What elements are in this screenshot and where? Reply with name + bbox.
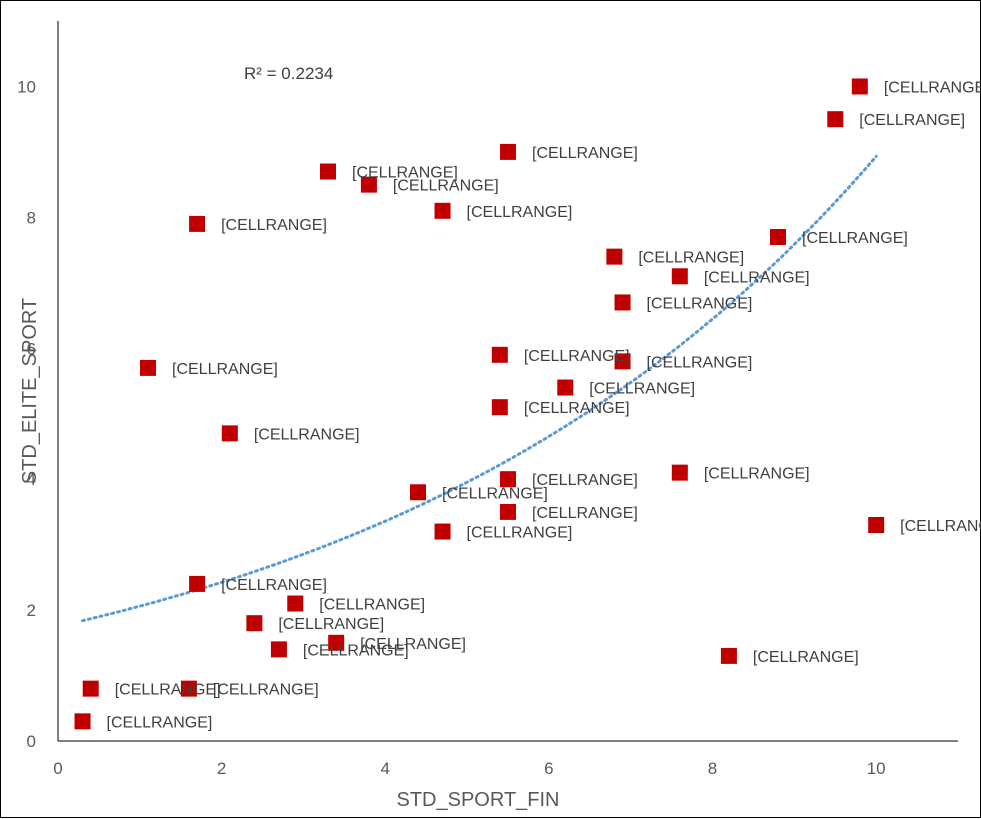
data-label: [CELLRANGE] — [442, 485, 548, 502]
x-tick-label: 2 — [217, 759, 226, 778]
data-point — [410, 484, 426, 501]
data-label: [CELLRANGE] — [900, 518, 981, 535]
data-point — [189, 215, 206, 232]
data-label: [CELLRANGE] — [704, 466, 810, 483]
data-label: [CELLRANGE] — [221, 577, 327, 594]
data-point — [671, 464, 688, 481]
x-tick-label: 10 — [867, 759, 886, 778]
data-labels: [CELLRANGE][CELLRANGE][CELLRANGE][CELLRA… — [107, 79, 981, 731]
data-point — [720, 647, 737, 664]
data-label: [CELLRANGE] — [532, 472, 638, 489]
r-squared-label: R² = 0.2234 — [244, 64, 333, 83]
data-point — [770, 229, 786, 245]
data-point — [246, 615, 263, 632]
data-label: [CELLRANGE] — [360, 636, 466, 653]
data-label: [CELLRANGE] — [704, 269, 810, 286]
data-label: [CELLRANGE] — [172, 361, 278, 378]
trendline — [81, 154, 878, 623]
data-label: [CELLRANGE] — [532, 145, 638, 162]
data-point — [500, 471, 516, 488]
x-tick-label: 8 — [708, 759, 717, 778]
axes — [57, 21, 958, 742]
data-point — [868, 517, 885, 533]
x-tick-label: 6 — [544, 759, 553, 778]
data-points — [74, 78, 885, 730]
data-point — [360, 176, 377, 193]
data-label: [CELLRANGE] — [393, 178, 499, 195]
data-point — [270, 641, 287, 658]
data-point — [82, 680, 99, 697]
data-point — [851, 78, 868, 95]
data-point — [287, 595, 304, 612]
data-label: [CELLRANGE] — [303, 642, 409, 659]
x-tick-labels: 0 2 4 6 8 10 — [53, 759, 885, 778]
data-point — [189, 575, 206, 592]
y-tick-label: 6 — [27, 339, 36, 358]
data-point — [671, 268, 688, 285]
data-point — [434, 202, 451, 219]
data-label: [CELLRANGE] — [467, 525, 573, 542]
data-point — [500, 143, 516, 160]
data-label: [CELLRANGE] — [115, 682, 221, 699]
data-label: [CELLRANGE] — [884, 79, 981, 96]
data-point — [140, 359, 156, 376]
data-point — [221, 425, 238, 442]
data-point — [491, 346, 508, 363]
x-tick-label: 4 — [381, 759, 390, 778]
x-axis-title: STD_SPORT_FIN — [397, 789, 560, 811]
data-point — [434, 523, 451, 540]
trendline-path — [81, 154, 878, 623]
data-point — [500, 503, 516, 520]
data-label: [CELLRANGE] — [859, 112, 965, 129]
y-tick-label: 2 — [27, 601, 36, 620]
data-point — [328, 634, 345, 651]
data-label: [CELLRANGE] — [352, 165, 458, 182]
y-tick-label: 0 — [27, 732, 36, 751]
data-label: [CELLRANGE] — [213, 682, 319, 699]
y-tick-labels: 0 2 4 6 8 10 — [17, 77, 36, 751]
data-label: [CELLRANGE] — [319, 597, 425, 614]
data-point — [557, 379, 574, 396]
data-point — [74, 713, 91, 730]
data-label: [CELLRANGE] — [254, 426, 360, 443]
y-tick-label: 10 — [17, 77, 36, 96]
data-label: [CELLRANGE] — [107, 714, 213, 731]
data-label: [CELLRANGE] — [532, 505, 638, 522]
data-label: [CELLRANGE] — [638, 250, 744, 267]
y-tick-label: 8 — [27, 208, 36, 227]
data-point — [320, 163, 336, 180]
data-point — [606, 248, 623, 265]
data-label: [CELLRANGE] — [524, 400, 630, 417]
data-point — [614, 353, 631, 370]
x-tick-label: 0 — [53, 759, 62, 778]
data-point — [827, 111, 844, 128]
data-point — [491, 399, 508, 416]
data-label: [CELLRANGE] — [221, 217, 327, 234]
data-point — [180, 680, 197, 697]
data-label: [CELLRANGE] — [278, 616, 384, 633]
data-label: [CELLRANGE] — [802, 230, 908, 247]
data-label: [CELLRANGE] — [589, 381, 695, 398]
data-label: [CELLRANGE] — [647, 354, 753, 371]
data-label: [CELLRANGE] — [524, 348, 630, 365]
y-tick-label: 4 — [27, 470, 36, 489]
y-axis-title: STD_ELITE_SPORT — [19, 298, 41, 484]
data-label: [CELLRANGE] — [753, 649, 859, 666]
data-label: [CELLRANGE] — [647, 295, 753, 312]
data-label: [CELLRANGE] — [467, 204, 573, 221]
data-point — [614, 294, 631, 311]
